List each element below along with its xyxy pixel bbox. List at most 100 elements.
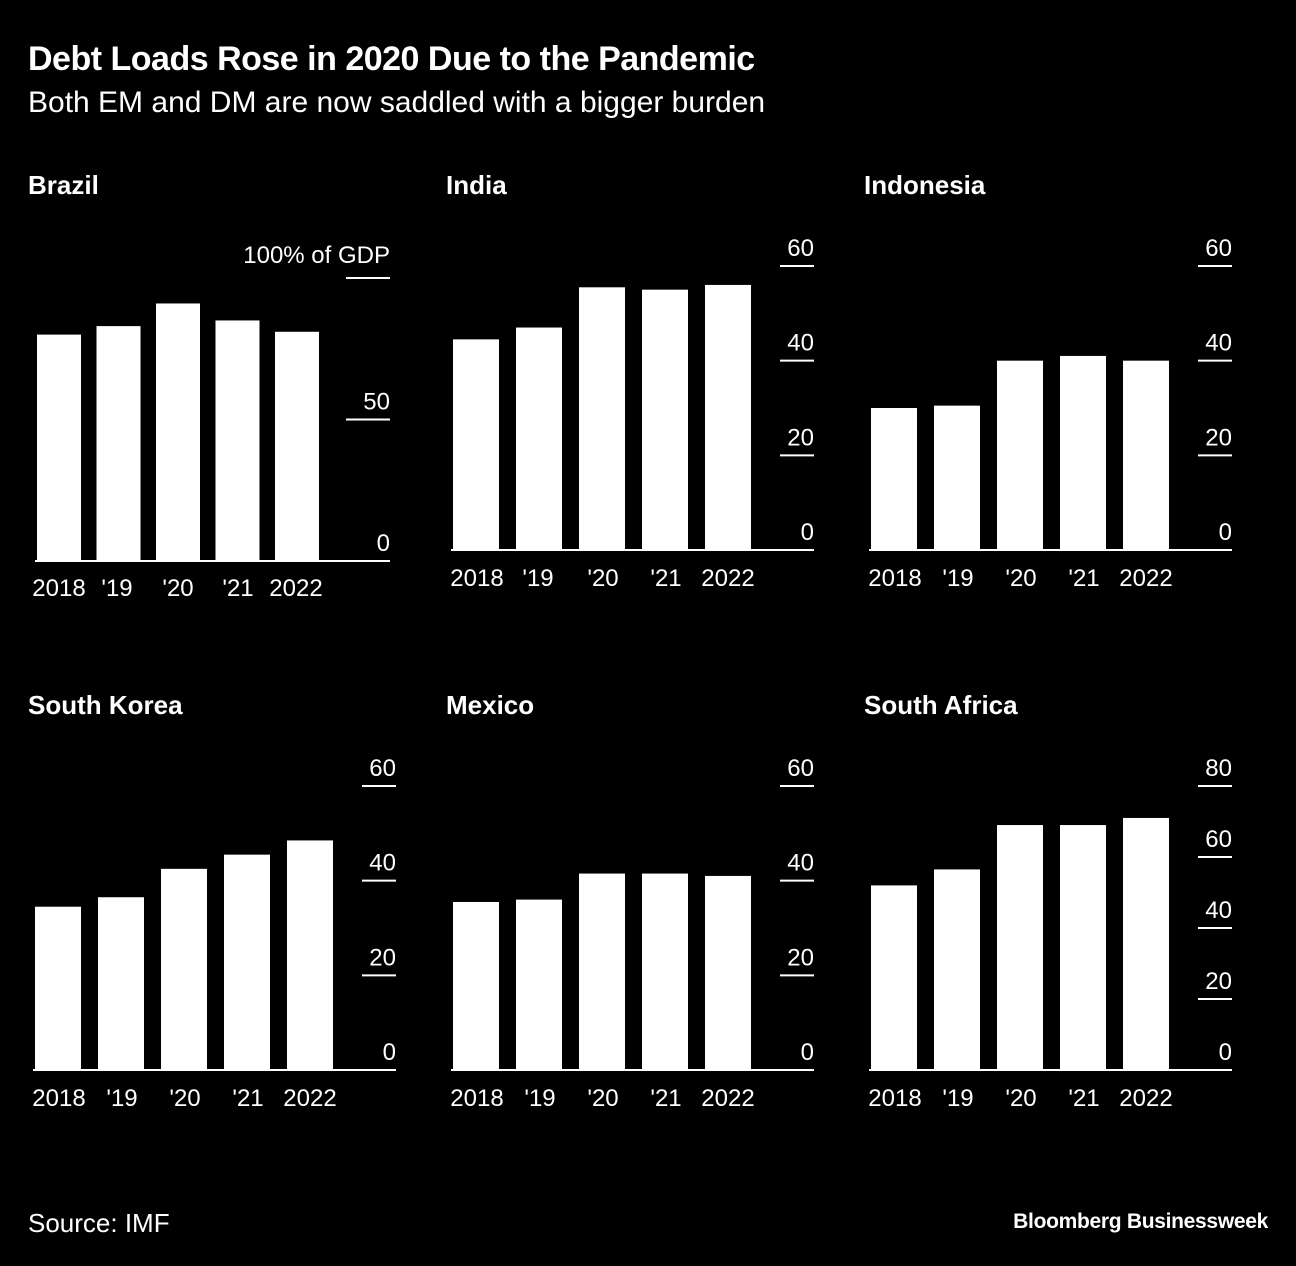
y-tick-label: 0 (1219, 1039, 1232, 1066)
x-tick-label: 2022 (283, 1085, 336, 1112)
x-tick-label: '21 (650, 1085, 681, 1112)
bar-brazil-1 (96, 326, 141, 561)
x-tick-label: '21 (222, 575, 253, 602)
y-tick-label: 0 (383, 1039, 396, 1066)
bar-indonesia-4 (1123, 360, 1169, 550)
panel-title-india: India (446, 170, 507, 200)
y-tick-label: 40 (1205, 897, 1232, 924)
chart-south-africa: 0 20 40 60 80 2018 '19 '20 '21 2022 (868, 755, 1232, 1112)
bar-india-3 (642, 289, 688, 550)
x-tick-label: 2018 (450, 1085, 503, 1112)
bar-brazil-2 (156, 303, 200, 561)
x-tick-label: '19 (942, 1085, 973, 1112)
bar-brazil-3 (215, 320, 260, 561)
bar-mexico-0 (453, 901, 499, 1070)
x-tick-label: '21 (1068, 565, 1099, 592)
bar-mexico-2 (579, 873, 625, 1070)
y-tick-label: 60 (787, 235, 814, 262)
bar-brazil-0 (37, 334, 81, 561)
chart-mexico: 0 20 40 60 2018 '19 '20 '21 2022 (450, 755, 814, 1112)
x-tick-label: '21 (232, 1085, 263, 1112)
bar-indonesia-1 (934, 405, 980, 550)
x-tick-label: 2022 (269, 575, 322, 602)
bar-indonesia-0 (871, 408, 917, 550)
chart-brazil: 0 50 100% of GDP 2018 '19 '20 '21 2022 (32, 242, 390, 602)
x-tick-label: '19 (106, 1085, 137, 1112)
bar-south-korea-2 (161, 868, 207, 1070)
y-tick-label: 0 (801, 519, 814, 546)
x-tick-label: '20 (587, 565, 618, 592)
bar-south-korea-0 (35, 906, 81, 1070)
source-note: Source: IMF (28, 1208, 170, 1238)
y-tick-label: 40 (369, 850, 396, 877)
y-tick-label: 0 (377, 530, 390, 557)
y-tick-label: 20 (787, 424, 814, 451)
bar-indonesia-2 (997, 360, 1043, 550)
bar-india-1 (516, 327, 562, 550)
y-tick-label: 60 (1205, 826, 1232, 853)
panel-title-brazil: Brazil (28, 170, 99, 200)
bar-south-africa-4 (1123, 817, 1169, 1070)
x-tick-label: 2022 (1119, 1085, 1172, 1112)
x-tick-label: '20 (1005, 1085, 1036, 1112)
x-tick-label: '19 (522, 565, 553, 592)
x-tick-label: 2018 (868, 1085, 921, 1112)
y-tick-label: 60 (369, 755, 396, 782)
y-tick-label: 0 (801, 1039, 814, 1066)
panel-title-mexico: Mexico (446, 690, 535, 720)
y-tick-label: 0 (1219, 519, 1232, 546)
y-tick-label: 20 (369, 944, 396, 971)
y-tick-label: 80 (1205, 755, 1232, 782)
chart-south-korea: 0 20 40 60 2018 '19 '20 '21 2022 (32, 755, 396, 1112)
bar-south-africa-3 (1060, 825, 1106, 1070)
x-tick-label: '20 (1005, 565, 1036, 592)
bar-south-korea-4 (287, 840, 333, 1070)
y-tick-label: 60 (787, 755, 814, 782)
bar-india-0 (453, 339, 499, 550)
panel-title-south-korea: South Korea (28, 690, 183, 720)
bar-south-africa-0 (871, 885, 917, 1070)
x-tick-label: '20 (169, 1085, 200, 1112)
y-tick-label: 40 (1205, 330, 1232, 357)
unit-label: 100% of GDP (243, 242, 390, 269)
chart-india: 0 20 40 60 2018 '19 '20 '21 2022 (450, 235, 814, 592)
x-tick-label: '20 (587, 1085, 618, 1112)
x-tick-label: 2018 (32, 575, 85, 602)
x-tick-label: 2018 (32, 1085, 85, 1112)
x-tick-label: '19 (942, 565, 973, 592)
bar-mexico-4 (705, 875, 751, 1070)
x-tick-label: '21 (1068, 1085, 1099, 1112)
bar-south-korea-1 (98, 897, 144, 1070)
x-tick-label: '21 (650, 565, 681, 592)
x-tick-label: 2018 (450, 565, 503, 592)
bar-south-africa-2 (997, 825, 1043, 1070)
bar-mexico-1 (516, 899, 562, 1070)
panel-title-indonesia: Indonesia (864, 170, 986, 200)
x-tick-label: '20 (162, 575, 193, 602)
bar-brazil-4 (275, 331, 319, 561)
chart-title: Debt Loads Rose in 2020 Due to the Pande… (28, 40, 755, 78)
bar-south-africa-1 (934, 869, 980, 1070)
bar-india-2 (579, 287, 625, 550)
y-tick-label: 20 (787, 944, 814, 971)
y-tick-label: 40 (787, 330, 814, 357)
bar-mexico-3 (642, 873, 688, 1070)
x-tick-label: '19 (101, 575, 132, 602)
bar-indonesia-3 (1060, 355, 1106, 550)
y-tick-label: 20 (1205, 424, 1232, 451)
brand-logo: Bloomberg Businessweek (1013, 1210, 1268, 1233)
y-tick-label: 50 (363, 389, 390, 416)
x-tick-label: '19 (524, 1085, 555, 1112)
bar-south-korea-3 (224, 854, 270, 1070)
x-tick-label: 2022 (1119, 565, 1172, 592)
chart-indonesia: 0 20 40 60 2018 '19 '20 '21 2022 (868, 235, 1232, 592)
x-tick-label: 2018 (868, 565, 921, 592)
panel-title-south-africa: South Africa (864, 690, 1018, 720)
y-tick-label: 20 (1205, 968, 1232, 995)
bar-india-4 (705, 284, 751, 550)
y-tick-label: 60 (1205, 235, 1232, 262)
x-tick-label: 2022 (701, 1085, 754, 1112)
chart-subtitle: Both EM and DM are now saddled with a bi… (28, 86, 766, 119)
x-tick-label: 2022 (701, 565, 754, 592)
y-tick-label: 40 (787, 850, 814, 877)
